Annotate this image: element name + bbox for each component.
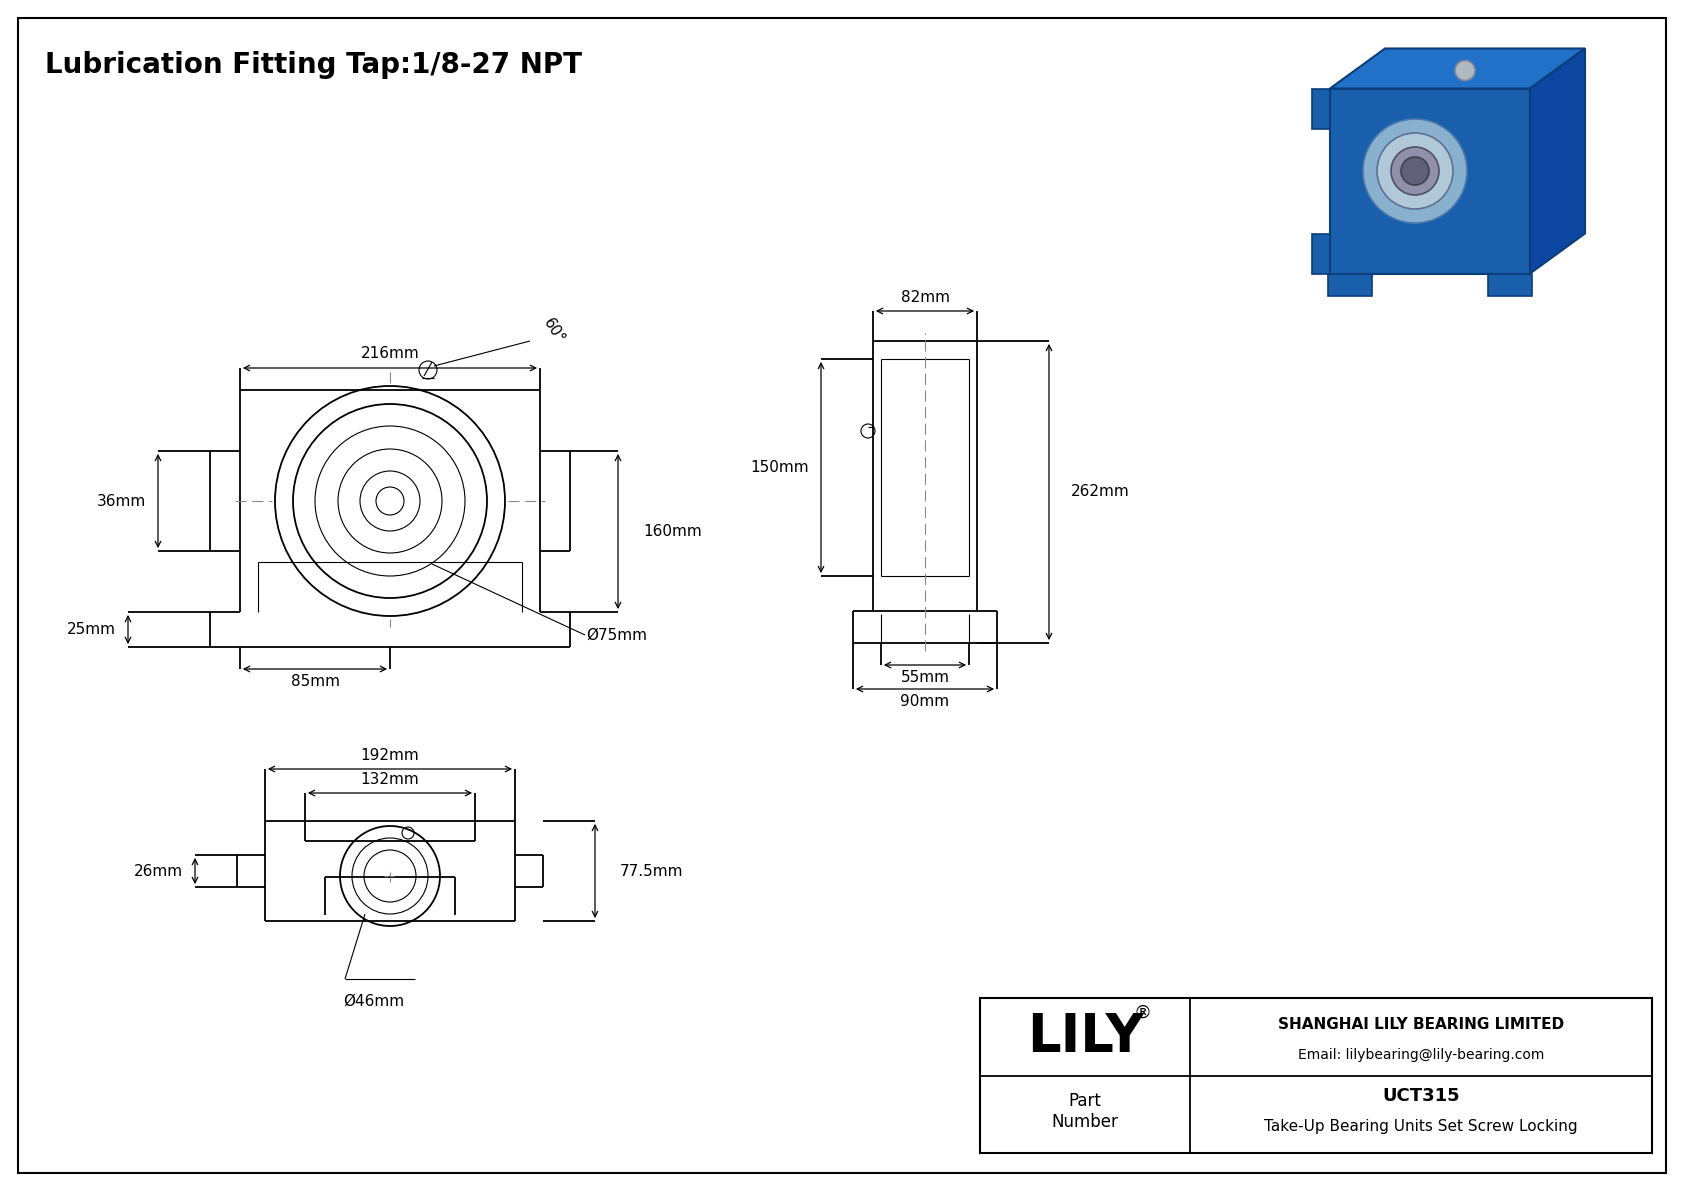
Bar [1329, 274, 1372, 295]
Text: 160mm: 160mm [643, 524, 702, 540]
Bar [1489, 274, 1532, 295]
Text: 90mm: 90mm [901, 694, 950, 710]
Text: 77.5mm: 77.5mm [620, 863, 684, 879]
Text: 25mm: 25mm [67, 622, 116, 637]
Bar [980, 998, 1652, 1153]
Text: UCT315: UCT315 [1383, 1086, 1460, 1104]
Text: 192mm: 192mm [360, 748, 419, 763]
Text: 26mm: 26mm [133, 863, 184, 879]
Text: Take-Up Bearing Units Set Screw Locking: Take-Up Bearing Units Set Screw Locking [1265, 1120, 1578, 1134]
Text: 60°: 60° [541, 316, 568, 347]
Text: 85mm: 85mm [291, 674, 340, 690]
Text: 55mm: 55mm [901, 671, 950, 686]
Text: ®: ® [1133, 1004, 1150, 1022]
Bar [1330, 88, 1531, 274]
Polygon shape [1531, 49, 1585, 274]
Circle shape [1401, 157, 1430, 185]
Bar [1312, 233, 1330, 274]
Circle shape [1391, 146, 1440, 195]
Text: Lubrication Fitting Tap:1/8-27 NPT: Lubrication Fitting Tap:1/8-27 NPT [45, 51, 583, 79]
Circle shape [1362, 119, 1467, 223]
Text: 132mm: 132mm [360, 773, 419, 787]
Text: Ø46mm: Ø46mm [344, 994, 404, 1009]
Text: 216mm: 216mm [360, 347, 419, 362]
Bar [1312, 88, 1330, 129]
Polygon shape [1330, 49, 1585, 88]
Text: Ø75mm: Ø75mm [586, 628, 648, 642]
Text: 262mm: 262mm [1071, 485, 1130, 499]
Circle shape [1455, 61, 1475, 81]
Circle shape [1378, 133, 1453, 208]
Text: Part
Number: Part Number [1051, 1092, 1118, 1130]
Text: 36mm: 36mm [96, 493, 147, 509]
Text: SHANGHAI LILY BEARING LIMITED: SHANGHAI LILY BEARING LIMITED [1278, 1017, 1564, 1031]
Text: 150mm: 150mm [751, 460, 808, 475]
Text: 82mm: 82mm [901, 291, 950, 306]
Text: LILY: LILY [1027, 1011, 1143, 1062]
Text: Email: lilybearing@lily-bearing.com: Email: lilybearing@lily-bearing.com [1298, 1048, 1544, 1062]
